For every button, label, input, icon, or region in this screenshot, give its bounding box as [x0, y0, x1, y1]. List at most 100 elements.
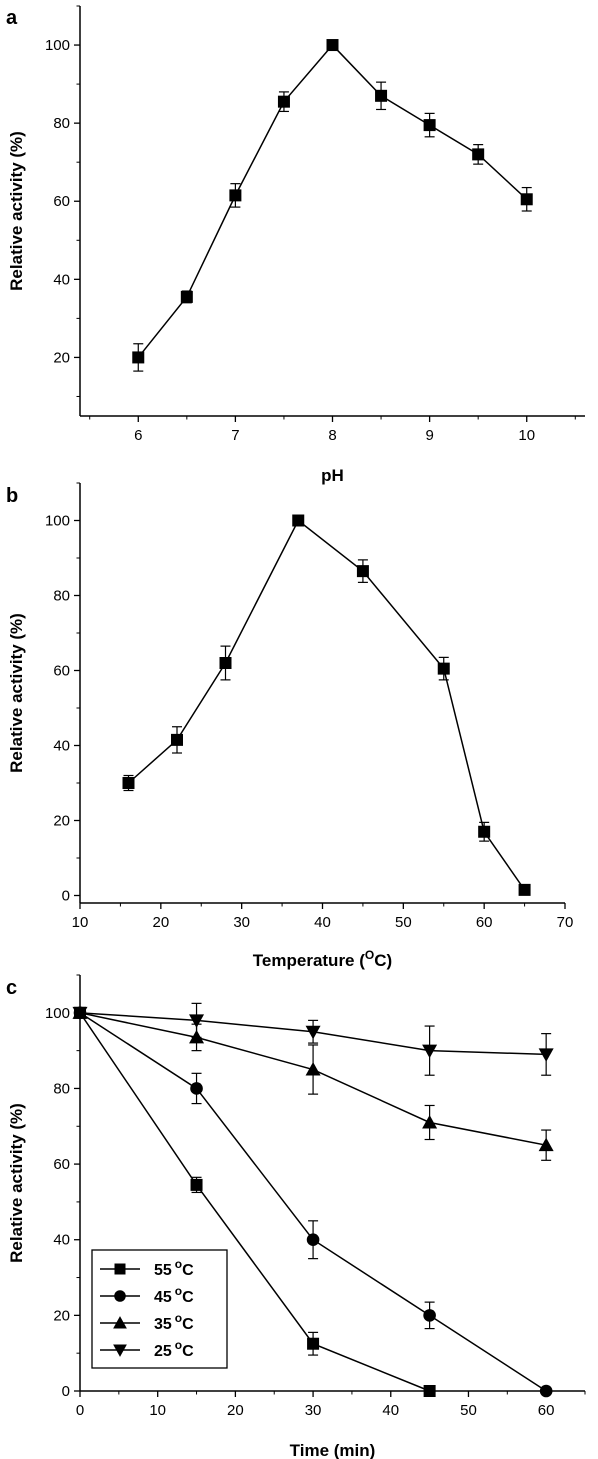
legend-label: 35 oC — [154, 1311, 194, 1333]
legend-label: 45 oC — [154, 1284, 194, 1306]
x-axis-title-suffix: C) — [374, 951, 392, 970]
y-tick-label: 100 — [45, 1005, 70, 1022]
y-tick-label: 80 — [53, 588, 70, 605]
legend-marker-square — [114, 1263, 126, 1275]
data-point-circle — [423, 1309, 436, 1322]
x-tick-label: 50 — [395, 914, 412, 931]
legend-label-value: 55 — [154, 1262, 172, 1279]
panel-a: a 6 7 8 9 10 20 40 60 80 100 pH Relative activity (%… — [6, 5, 585, 485]
y-tick-label: 20 — [53, 813, 70, 830]
data-point-square — [423, 1385, 436, 1397]
y-tick-label: 60 — [53, 1156, 70, 1173]
y-tick-label: 40 — [53, 1232, 70, 1249]
y-tick-label: 40 — [53, 271, 70, 288]
data-point-square — [518, 883, 531, 896]
series-2 — [72, 1005, 554, 1161]
x-tick-label: 40 — [382, 1402, 399, 1419]
data-point-triangle-down — [422, 1044, 438, 1059]
legend-item: 25 oC — [100, 1338, 194, 1360]
data-point-square — [375, 89, 388, 102]
data-point-square — [277, 95, 290, 108]
series-3 — [72, 1002, 554, 1076]
x-axis-title-sup: O — [365, 948, 374, 962]
data-point-square — [190, 1178, 203, 1191]
y-tick-label: 20 — [53, 1307, 70, 1324]
legend-label-sup: o — [175, 1257, 182, 1271]
data-point-square — [229, 189, 242, 202]
panel-letter: c — [6, 977, 17, 999]
data-point-circle — [539, 1384, 553, 1398]
legend-label: 55 oC — [154, 1257, 194, 1279]
data-point-square — [292, 514, 305, 527]
x-tick-label: 10 — [149, 1402, 166, 1419]
series-0 — [122, 514, 531, 896]
legend-marker-circle — [114, 1290, 126, 1302]
panel-c: c 0 10 20 30 40 50 60 0 20 40 60 80 100 Time (min) Rela… — [6, 974, 586, 1459]
data-point-triangle-up — [305, 1062, 321, 1076]
y-axis-title: Relative activity (%) — [7, 1103, 26, 1263]
panel-letter: a — [6, 7, 18, 29]
x-tick-label: 60 — [538, 1402, 555, 1419]
x-axis-title-text: pH — [321, 466, 344, 485]
x-tick-label: 8 — [328, 427, 336, 444]
y-tick-label: 100 — [45, 513, 70, 530]
panel-b: b 10 20 30 40 50 60 70 0 20 40 60 80 100 Temperature (… — [6, 482, 573, 970]
data-point-square — [180, 290, 193, 303]
legend-marker-triangle-up — [113, 1316, 127, 1329]
data-point-square — [132, 351, 145, 364]
x-tick-label: 30 — [305, 1402, 322, 1419]
legend-label-sup: o — [175, 1311, 182, 1325]
series-line — [128, 519, 526, 891]
y-tick-label: 0 — [62, 1383, 70, 1400]
x-tick-label: 20 — [152, 914, 169, 931]
data-point-square — [307, 1337, 320, 1350]
panel-letter: b — [6, 485, 18, 507]
data-point-triangle-up — [538, 1137, 554, 1152]
data-point-triangle-down — [72, 1006, 88, 1021]
x-tick-label: 0 — [76, 1402, 84, 1419]
x-axis-title: Time (min) — [290, 1441, 376, 1459]
x-axis-title: pH — [321, 466, 344, 485]
x-tick-label: 7 — [231, 427, 239, 444]
series-line — [79, 1012, 430, 1392]
x-tick-label: 9 — [425, 427, 433, 444]
data-point-square — [478, 825, 491, 838]
y-axis-title: Relative activity (%) — [7, 613, 26, 773]
data-point-square — [472, 148, 485, 161]
data-point-triangle-down — [538, 1048, 554, 1062]
y-tick-label: 100 — [45, 37, 70, 54]
legend-label-unit: C — [182, 1289, 194, 1306]
data-point-square — [219, 657, 232, 669]
y-axis-title: Relative activity (%) — [7, 131, 26, 291]
x-tick-label: 30 — [233, 914, 250, 931]
legend-item: 55 oC — [100, 1257, 194, 1279]
legend-label-unit: C — [182, 1262, 194, 1279]
x-tick-label: 20 — [227, 1402, 244, 1419]
data-point-circle — [306, 1233, 320, 1247]
x-tick-label: 6 — [134, 427, 142, 444]
data-point-square — [122, 777, 135, 789]
legend-label-value: 45 — [154, 1289, 172, 1306]
x-tick-label: 50 — [460, 1402, 477, 1419]
x-tick-label: 60 — [476, 914, 493, 931]
data-point-square — [423, 119, 436, 132]
x-axis-title-text: Temperature ( — [253, 951, 365, 970]
y-tick-label: 40 — [53, 738, 70, 755]
data-point-square — [356, 565, 369, 578]
x-tick-label: 40 — [314, 914, 331, 931]
data-point-triangle-up — [422, 1114, 438, 1129]
legend-label-sup: o — [175, 1284, 182, 1298]
legend-label-sup: o — [175, 1338, 182, 1352]
data-point-circle — [190, 1082, 203, 1095]
legend-label-value: 25 — [154, 1343, 172, 1360]
legend-label-unit: C — [182, 1343, 194, 1360]
data-point-square — [520, 193, 533, 206]
legend-item: 35 oC — [100, 1311, 194, 1333]
legend-label-value: 35 — [154, 1316, 172, 1333]
x-tick-label: 10 — [72, 914, 89, 931]
y-tick-label: 60 — [53, 193, 70, 210]
data-point-square — [437, 662, 450, 675]
y-tick-label: 60 — [53, 663, 70, 680]
